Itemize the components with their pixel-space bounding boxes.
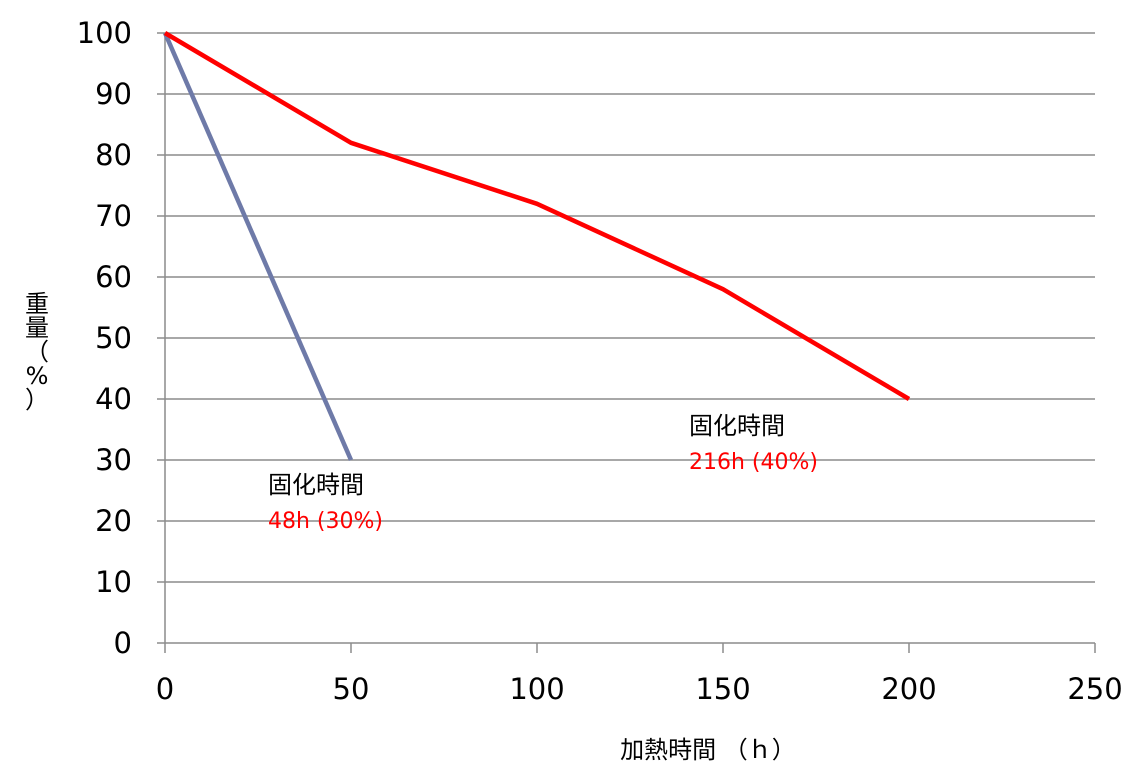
y-axis-title-char: 重 bbox=[25, 290, 49, 318]
x-tick-label: 0 bbox=[156, 672, 174, 706]
y-axis-title-char: 量 bbox=[25, 314, 49, 342]
x-tick-label: 150 bbox=[695, 672, 750, 706]
annotation-title: 固化時間 bbox=[268, 471, 364, 499]
y-tick-label: 20 bbox=[95, 504, 132, 538]
x-tick-label: 50 bbox=[333, 672, 370, 706]
y-tick-label: 0 bbox=[114, 626, 132, 660]
y-axis-title: 重量（%） bbox=[25, 290, 49, 414]
y-tick-label: 30 bbox=[95, 443, 132, 477]
annotations: 固化時間 48h (30%) 固化時間 216h (40%) bbox=[268, 412, 818, 534]
y-tick-label: 70 bbox=[95, 199, 132, 233]
y-tick-label: 50 bbox=[95, 321, 132, 355]
y-tick-label: 100 bbox=[77, 16, 132, 50]
y-tick-label: 90 bbox=[95, 77, 132, 111]
axes bbox=[157, 32, 1096, 653]
annotation-value: 216h (40%) bbox=[689, 450, 818, 475]
y-tick-label: 10 bbox=[95, 565, 132, 599]
y-tick-label: 40 bbox=[95, 382, 132, 416]
x-tick-label: 200 bbox=[881, 672, 936, 706]
series-lines bbox=[162, 31, 911, 461]
x-tick-label: 250 bbox=[1067, 672, 1122, 706]
y-axis-title-char: （ bbox=[25, 338, 49, 366]
gridlines bbox=[165, 32, 1095, 583]
y-axis-title-char: % bbox=[26, 362, 49, 390]
series-line-0 bbox=[162, 32, 354, 461]
y-axis-title-char: ） bbox=[25, 386, 49, 414]
x-tick-label: 100 bbox=[509, 672, 564, 706]
x-axis-title: 加熱時間 （ｈ） bbox=[620, 736, 796, 764]
tick-labels: 0 10 20 30 40 50 60 70 80 90 100 0 50 100 150 200 250 bbox=[77, 16, 1123, 706]
y-tick-label: 60 bbox=[95, 260, 132, 294]
annotation-value: 48h (30%) bbox=[268, 509, 383, 534]
annotation-title: 固化時間 bbox=[689, 412, 785, 440]
y-tick-label: 80 bbox=[95, 138, 132, 172]
